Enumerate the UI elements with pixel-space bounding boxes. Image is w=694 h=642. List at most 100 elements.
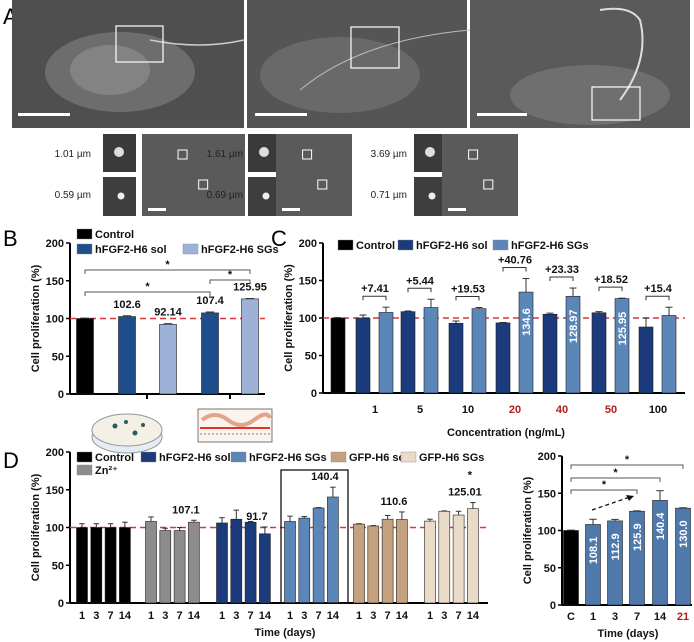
difference-bracket bbox=[502, 267, 527, 272]
y-tick-label: 100 bbox=[299, 313, 317, 325]
significance-bracket bbox=[570, 477, 661, 482]
x-tick-label: 7 bbox=[316, 610, 322, 622]
x-tick-label: 14 bbox=[188, 610, 201, 622]
y-tick-label: 0 bbox=[550, 600, 556, 612]
bar bbox=[330, 317, 346, 394]
x-tick-label: C bbox=[567, 611, 575, 623]
x-tick-label: 1 bbox=[356, 610, 362, 622]
difference-bracket bbox=[455, 296, 480, 301]
y-tick-label: 100 bbox=[46, 523, 64, 535]
x-tick-label: 7 bbox=[634, 611, 640, 623]
legend-swatch bbox=[397, 239, 414, 251]
zoom-box bbox=[198, 179, 209, 190]
petri-dish-illustration bbox=[91, 413, 163, 454]
y-axis-title: Cell proliferation (%) bbox=[30, 264, 42, 372]
y-axis-title: Cell proliferation (%) bbox=[30, 473, 42, 581]
bar bbox=[638, 326, 654, 394]
bar-value-label: 107.4 bbox=[196, 295, 224, 307]
x-tick-label: 20 bbox=[509, 404, 521, 416]
particle bbox=[428, 192, 436, 200]
bar bbox=[159, 324, 177, 395]
y-tick-label: 200 bbox=[46, 238, 64, 250]
y-tick-label: 150 bbox=[299, 276, 317, 288]
bar-value-label: 140.4 bbox=[311, 471, 339, 483]
legend-swatch bbox=[400, 451, 417, 463]
significance-bracket bbox=[84, 291, 211, 296]
x-tick-label: 14 bbox=[654, 611, 667, 623]
bar bbox=[230, 518, 243, 604]
bar bbox=[367, 525, 380, 604]
bar bbox=[104, 527, 117, 604]
bar bbox=[119, 527, 131, 604]
scale-bar bbox=[255, 113, 307, 116]
sem-image-1 bbox=[12, 0, 245, 128]
legend-swatch bbox=[492, 239, 509, 251]
bar-value-label: 130.0 bbox=[678, 520, 690, 548]
bar bbox=[173, 530, 186, 604]
sem-subimage bbox=[442, 134, 518, 216]
zoom-box bbox=[302, 149, 313, 160]
legend-label: hFGF2-H6 sol bbox=[159, 452, 231, 464]
y-tick-label: 0 bbox=[58, 598, 64, 610]
significance-bracket bbox=[209, 279, 251, 284]
legend-swatch bbox=[182, 243, 199, 255]
bar bbox=[76, 527, 88, 604]
y-tick-label: 50 bbox=[544, 563, 556, 575]
inset-size-label-top: 1.01 µm bbox=[55, 149, 91, 160]
x-axis-title: Time (days) bbox=[255, 627, 316, 639]
x-tick-label: 3 bbox=[162, 610, 168, 622]
significance-label: * bbox=[228, 269, 233, 281]
highlight-box bbox=[280, 469, 349, 604]
legend-swatch bbox=[76, 243, 93, 255]
bar-value-label: 128.97 bbox=[568, 309, 580, 343]
difference-bracket bbox=[407, 287, 432, 293]
x-tick-label: 40 bbox=[556, 404, 568, 416]
x-tick-label: 3 bbox=[233, 610, 239, 622]
bar bbox=[241, 298, 259, 395]
particle bbox=[259, 147, 269, 157]
bar bbox=[518, 291, 534, 394]
bar bbox=[607, 520, 623, 606]
x-tick-label: 7 bbox=[248, 610, 254, 622]
y-tick-label: 100 bbox=[46, 314, 64, 326]
bar-value-label: 125.01 bbox=[448, 487, 482, 499]
y-axis-title: Cell proliferation (%) bbox=[283, 264, 295, 372]
x-tick-label: 3 bbox=[301, 610, 307, 622]
inset-size-label-top: 1.61 µm bbox=[207, 149, 243, 160]
x-tick-label: 10 bbox=[462, 404, 474, 416]
bar bbox=[284, 521, 296, 604]
legend-label: GFP-H6 sol bbox=[349, 452, 408, 464]
y-tick-label: 150 bbox=[538, 488, 556, 500]
x-tick-label: 7 bbox=[456, 610, 462, 622]
x-tick-label: 3 bbox=[612, 611, 618, 623]
bar bbox=[652, 500, 668, 606]
bar bbox=[438, 510, 451, 604]
y-tick-label: 50 bbox=[305, 351, 317, 363]
scale-bar bbox=[148, 208, 166, 211]
legend-label: Control bbox=[95, 452, 134, 464]
legend-swatch bbox=[76, 451, 93, 463]
legend-swatch bbox=[337, 239, 354, 251]
scale-bar bbox=[282, 208, 300, 211]
chart-b: 0 50 100 150 200 Cell proliferation (%) 102.6 9… bbox=[30, 228, 279, 401]
trend-arrow bbox=[591, 496, 631, 511]
zoom-box bbox=[468, 149, 479, 160]
legend-swatch bbox=[76, 464, 93, 476]
y-tick-label: 50 bbox=[52, 560, 64, 572]
difference-label: +40.76 bbox=[498, 255, 532, 267]
bar bbox=[298, 517, 311, 604]
bar-value-label: 91.7 bbox=[246, 511, 267, 523]
bar bbox=[188, 521, 200, 604]
bar-value-label: 102.6 bbox=[113, 299, 141, 311]
bar-value-label: 134.6 bbox=[521, 308, 533, 336]
legend-label: Control bbox=[356, 240, 395, 252]
bar bbox=[90, 527, 103, 604]
legend-label: hFGF2-H6 sol bbox=[95, 244, 167, 256]
significance-bracket bbox=[84, 269, 251, 274]
legend-label: hFGF2-H6 SGs bbox=[249, 452, 327, 464]
significance-label: * bbox=[625, 454, 630, 466]
scale-bar bbox=[18, 113, 70, 116]
panel-label-b: B bbox=[3, 226, 18, 251]
